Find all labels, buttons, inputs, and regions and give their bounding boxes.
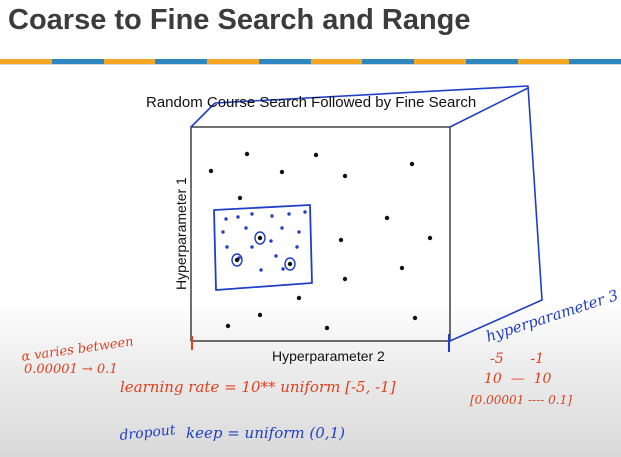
- learning-rate-formula: learning rate = 10** uniform [-5, -1]: [120, 378, 396, 396]
- coarse-point: [384, 215, 390, 221]
- fine-point: [297, 230, 301, 234]
- range-exponents: -5 -1: [490, 351, 544, 367]
- circled-point: [287, 261, 293, 267]
- stripe-segment: [517, 59, 570, 64]
- coarse-point: [409, 161, 415, 167]
- stripe-segment: [51, 59, 104, 64]
- fine-point: [244, 226, 248, 230]
- coarse-point: [324, 325, 330, 331]
- coarse-point: [342, 173, 348, 179]
- stripe-segment: [414, 59, 466, 64]
- stripe-segment: [155, 59, 207, 64]
- title-divider: [0, 64, 621, 65]
- fine-point: [236, 215, 240, 219]
- fine-search-region: [213, 204, 313, 291]
- fine-point: [225, 245, 229, 249]
- stripe-segment: [465, 59, 518, 64]
- circled-point: [257, 235, 263, 241]
- stripe-segment: [103, 59, 156, 64]
- coarse-point: [237, 195, 243, 201]
- plot-title: Random Course Search Followed by Fine Se…: [146, 94, 476, 111]
- fine-point: [280, 226, 284, 230]
- fine-point: [281, 267, 285, 271]
- fine-point: [274, 254, 278, 258]
- coarse-point: [427, 235, 433, 241]
- stripe-segment: [0, 59, 52, 64]
- circled-point: [234, 257, 240, 263]
- third-axis-sketch: [190, 85, 543, 342]
- coarse-point: [244, 151, 250, 157]
- circled-point-ring: [254, 231, 266, 245]
- coarse-point: [279, 169, 285, 175]
- fine-points: [221, 210, 307, 272]
- keep-prob-formula: keep = uniform (0,1): [186, 424, 345, 442]
- fine-point: [295, 245, 299, 249]
- fine-point: [270, 214, 274, 218]
- circled-point-ring: [231, 253, 243, 267]
- alpha-range-line1: α varies between: [20, 334, 134, 365]
- fine-point: [250, 212, 254, 216]
- range-base: 10 — 10: [484, 371, 552, 387]
- coarse-point: [257, 312, 263, 318]
- fine-point: [259, 268, 263, 272]
- circled-point-ring: [284, 257, 296, 271]
- z-axis-label: hyperparameter 3: [484, 286, 621, 346]
- stripe-segment: [362, 59, 414, 64]
- plot-frame: [190, 126, 451, 342]
- stripe-segment: [310, 59, 363, 64]
- x-axis-label: Hyperparameter 2: [272, 348, 385, 364]
- range-values: [0.00001 ---- 0.1]: [470, 393, 572, 407]
- coarse-points: [208, 151, 433, 331]
- coarse-point: [399, 265, 405, 271]
- coarse-point: [338, 237, 344, 243]
- y-axis-label: Hyperparameter 1: [173, 177, 189, 290]
- coarse-point: [208, 168, 214, 174]
- coarse-point: [296, 295, 302, 301]
- stripe-segment: [569, 59, 621, 64]
- fine-point: [221, 230, 225, 234]
- fine-point: [287, 212, 291, 216]
- stripe-segment: [207, 59, 259, 64]
- fine-point: [224, 217, 228, 221]
- coarse-point: [412, 315, 418, 321]
- alpha-range-line2: 0.00001 → 0.1: [24, 362, 118, 377]
- fine-point: [303, 210, 307, 214]
- slide-title: Coarse to Fine Search and Range: [8, 4, 471, 36]
- fine-point: [250, 245, 254, 249]
- circled-points: [231, 231, 296, 271]
- coarse-point: [313, 152, 319, 158]
- fine-point: [269, 239, 273, 243]
- coarse-point: [342, 276, 348, 282]
- dropout-label: dropout: [119, 422, 177, 444]
- coarse-point: [225, 323, 231, 329]
- title-stripe: [0, 59, 621, 64]
- stripe-segment: [258, 59, 311, 64]
